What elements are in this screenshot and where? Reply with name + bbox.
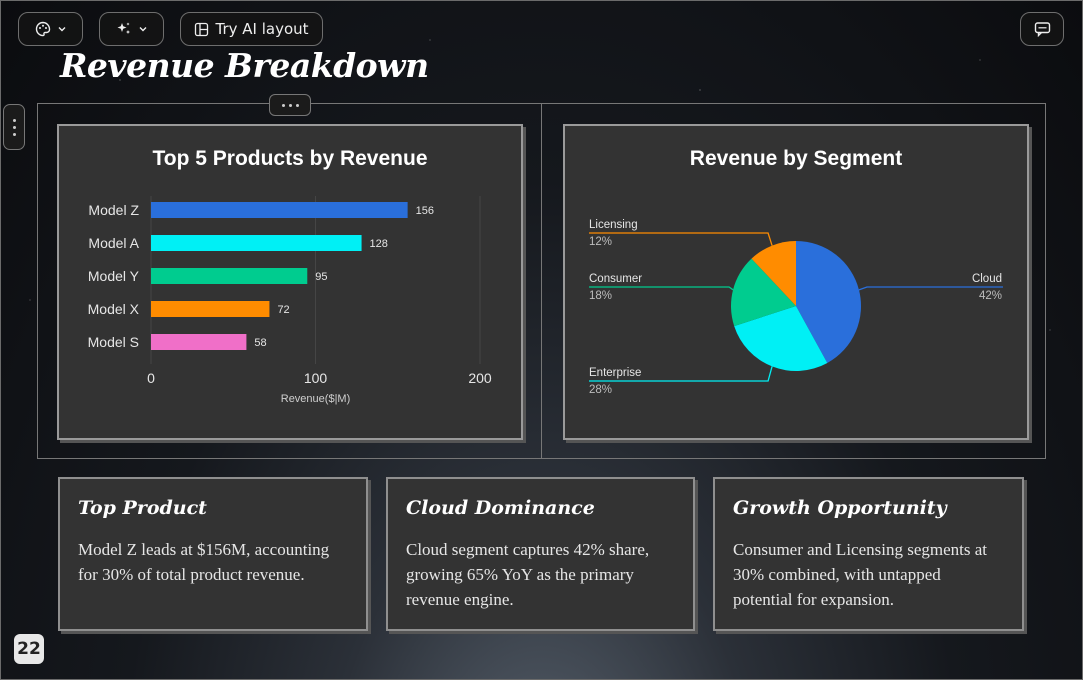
column-drag-handle[interactable] xyxy=(269,94,311,116)
insight-heading: Top Product xyxy=(78,497,207,519)
chevron-down-icon xyxy=(138,24,148,34)
bar-chart-category-label: Model S xyxy=(88,334,139,350)
pie-percentage: 28% xyxy=(589,384,612,396)
pie-chart-title: Revenue by Segment xyxy=(689,147,903,170)
pie-percentage: 18% xyxy=(589,290,612,302)
pie-percentage: 12% xyxy=(589,236,612,248)
pie-slice-consumer xyxy=(731,258,796,327)
page-number-badge: 22 xyxy=(14,634,44,664)
insight-heading: Cloud Dominance xyxy=(406,497,595,519)
bar-chart-title: Top 5 Products by Revenue xyxy=(152,147,428,170)
pie-leader-line xyxy=(589,286,734,291)
comments-button[interactable] xyxy=(1020,12,1064,46)
pie-slice-licensing xyxy=(751,241,796,306)
insight-body: Model Z leads at $156M, accounting for 3… xyxy=(78,540,330,584)
try-ai-layout-button[interactable]: Try AI layout xyxy=(180,12,323,46)
pie-label: Licensing xyxy=(589,219,638,231)
chat-icon xyxy=(1034,21,1051,37)
bar-chart-bar xyxy=(151,268,308,284)
bar-chart-category-label: Model X xyxy=(88,301,140,317)
try-ai-layout-label: Try AI layout xyxy=(215,20,309,38)
insight-body: Consumer and Licensing segments at 30% c… xyxy=(733,540,988,609)
insight-body: Cloud segment captures 42% share, growin… xyxy=(406,540,650,609)
bar-chart-card[interactable]: Top 5 Products by Revenue 0 100 200 Model Z… xyxy=(57,124,523,440)
pie-label: Enterprise xyxy=(589,367,641,379)
layout-icon xyxy=(194,22,209,37)
palette-icon xyxy=(35,21,51,37)
pie-label: Consumer xyxy=(589,273,642,285)
insight-card-top-product[interactable]: Top Product Model Z leads at $156M, acco… xyxy=(58,477,368,631)
pie-slice-enterprise xyxy=(734,306,828,371)
bar-chart-x-axis-label: Revenue($|M) xyxy=(281,393,351,405)
bar-chart-data-label: 156 xyxy=(416,205,434,217)
slide-title[interactable]: Revenue Breakdown xyxy=(60,46,429,85)
block-drag-handle[interactable] xyxy=(3,104,25,150)
pie-label: Cloud xyxy=(972,273,1002,285)
insight-heading: Growth Opportunity xyxy=(733,497,947,519)
insight-card-cloud-dominance[interactable]: Cloud Dominance Cloud segment captures 4… xyxy=(386,477,695,631)
bar-chart-data-label: 58 xyxy=(254,337,266,349)
bar-chart-data-label: 128 xyxy=(370,238,388,250)
bar-chart-bar xyxy=(151,235,362,251)
theme-button[interactable] xyxy=(18,12,83,46)
bar-chart-data-label: 72 xyxy=(277,304,289,316)
ai-menu-button[interactable] xyxy=(99,12,164,46)
pie-chart: Cloud 42% Enterprise 28% Consumer 18% Licensin… xyxy=(589,219,1003,396)
insight-card-growth-opportunity[interactable]: Growth Opportunity Consumer and Licensin… xyxy=(713,477,1024,631)
bar-chart-data-label: 95 xyxy=(315,271,327,283)
bar-chart: 0 100 200 Model Z 156 Model A 128 Model Y 95 Mode… xyxy=(88,196,492,405)
bar-chart-bar xyxy=(151,202,408,218)
bar-chart-category-label: Model Y xyxy=(88,268,140,284)
pie-leader-line xyxy=(589,232,773,246)
pie-chart-card[interactable]: Revenue by Segment Cloud 42% Enterprise 28%… xyxy=(563,124,1029,440)
bar-chart-tick-label: 100 xyxy=(304,370,328,386)
bar-chart-tick-label: 200 xyxy=(468,370,492,386)
pie-slice-cloud xyxy=(796,241,861,363)
pie-leader-line xyxy=(589,366,773,382)
column-divider xyxy=(541,103,542,458)
bar-chart-category-label: Model Z xyxy=(88,202,139,218)
bar-chart-bar xyxy=(151,334,247,350)
pie-leader-line xyxy=(858,286,1003,291)
sparkles-icon xyxy=(116,21,132,37)
bar-chart-category-label: Model A xyxy=(88,235,139,251)
pie-percentage: 42% xyxy=(979,290,1002,302)
chevron-down-icon xyxy=(57,24,67,34)
bar-chart-bar xyxy=(151,301,270,317)
bar-chart-tick-label: 0 xyxy=(147,370,155,386)
